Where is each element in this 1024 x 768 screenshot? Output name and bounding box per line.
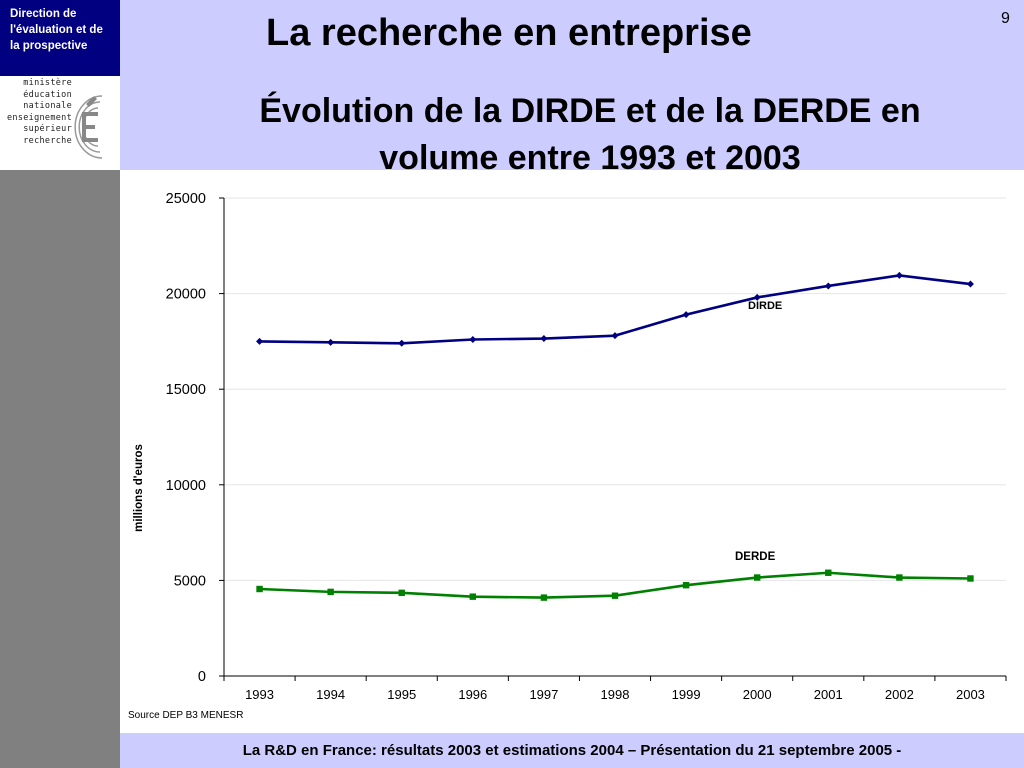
ministry-line: éducation — [23, 89, 72, 100]
x-tick-labels: 1993 1994 1995 1996 1997 1998 1999 2000 2001 2002… — [245, 687, 985, 702]
page-title: La recherche en entreprise — [266, 12, 752, 54]
y-tick-label: 5000 — [174, 573, 206, 589]
y-tick-labels: 0 5000 10000 15000 20000 25000 — [166, 191, 206, 685]
data-point-dirde — [753, 293, 761, 301]
y-tick-label: 20000 — [166, 287, 206, 303]
data-point-dirde — [966, 280, 974, 288]
x-tick-label: 1997 — [529, 687, 558, 702]
org-line: l'évaluation et de — [10, 24, 103, 36]
ministry-text: ministère éducation nationale enseigneme… — [0, 78, 72, 147]
data-point-dirde — [256, 337, 264, 345]
data-point-dirde — [682, 311, 690, 319]
x-tick-label: 1994 — [316, 687, 345, 702]
data-point-derde — [753, 574, 761, 581]
data-point-derde — [398, 589, 405, 597]
ministry-line: recherche — [23, 135, 72, 146]
data-point-dirde — [611, 332, 619, 340]
source-note: Source DEP B3 MENESR — [128, 710, 243, 721]
ministry-line: nationale — [23, 101, 72, 111]
data-point-derde — [540, 594, 548, 601]
x-tick-label: 1995 — [387, 687, 416, 702]
x-tick-label: 2003 — [956, 687, 985, 702]
x-tick-label: 2002 — [885, 687, 914, 702]
x-tick-label: 1996 — [458, 687, 487, 702]
data-point-derde — [825, 569, 832, 576]
y-tick-label: 10000 — [166, 478, 206, 494]
x-tick-label: 2000 — [743, 687, 772, 702]
directorate-logo: Direction de l'évaluation et de la prosp… — [0, 0, 120, 76]
subtitle-line: volume entre 1993 et 2003 — [379, 139, 801, 177]
ministry-line: supérieur — [23, 124, 72, 134]
subtitle-line: Évolution de la DIRDE et de la DERDE en — [259, 92, 921, 130]
data-point-derde — [611, 592, 619, 599]
page-number: 9 — [1001, 10, 1010, 27]
x-tick-label: 1993 — [245, 687, 274, 702]
footer-band: La R&D en France: résultats 2003 et esti… — [120, 733, 1024, 768]
header-band — [120, 0, 1024, 170]
x-tick-label: 2001 — [814, 687, 843, 702]
data-point-derde — [896, 574, 903, 581]
data-point-dirde — [327, 338, 335, 346]
slide-subtitle: Évolution de la DIRDE et de la DERDE en … — [180, 88, 1000, 182]
y-tick-label: 0 — [198, 669, 206, 685]
x-tick-label: 1999 — [672, 687, 701, 702]
x-tick-label: 1998 — [601, 687, 630, 702]
series-label-dirde: DIRDE — [748, 300, 782, 312]
data-point-dirde — [398, 339, 406, 347]
org-line: la prospective — [10, 40, 88, 52]
y-tick-label: 15000 — [166, 382, 206, 398]
series-label-derde: DERDE — [735, 551, 776, 563]
data-point-dirde — [540, 335, 548, 343]
ministry-emblem-icon — [74, 95, 103, 159]
footer-text: La R&D en France: résultats 2003 et esti… — [242, 742, 902, 759]
org-line: Direction de — [10, 8, 77, 20]
y-tick-label: 25000 — [166, 191, 206, 207]
data-point-dirde — [824, 282, 832, 290]
data-point-derde — [327, 588, 334, 596]
ministry-line: ministère — [23, 78, 72, 88]
y-axis-label: millions d'euros — [133, 444, 145, 532]
data-point-derde — [967, 575, 974, 582]
data-point-dirde — [469, 335, 477, 343]
axes — [219, 197, 1007, 681]
series-group — [256, 271, 974, 601]
data-point-derde — [682, 581, 690, 589]
ministry-logo: ministère éducation nationale enseigneme… — [0, 76, 120, 170]
ministry-line: enseignement — [6, 112, 72, 123]
data-point-derde — [256, 585, 263, 593]
gridlines — [224, 197, 1006, 581]
data-point-derde — [469, 593, 477, 600]
data-point-dirde — [895, 271, 903, 279]
left-sidebar-band — [0, 170, 120, 768]
